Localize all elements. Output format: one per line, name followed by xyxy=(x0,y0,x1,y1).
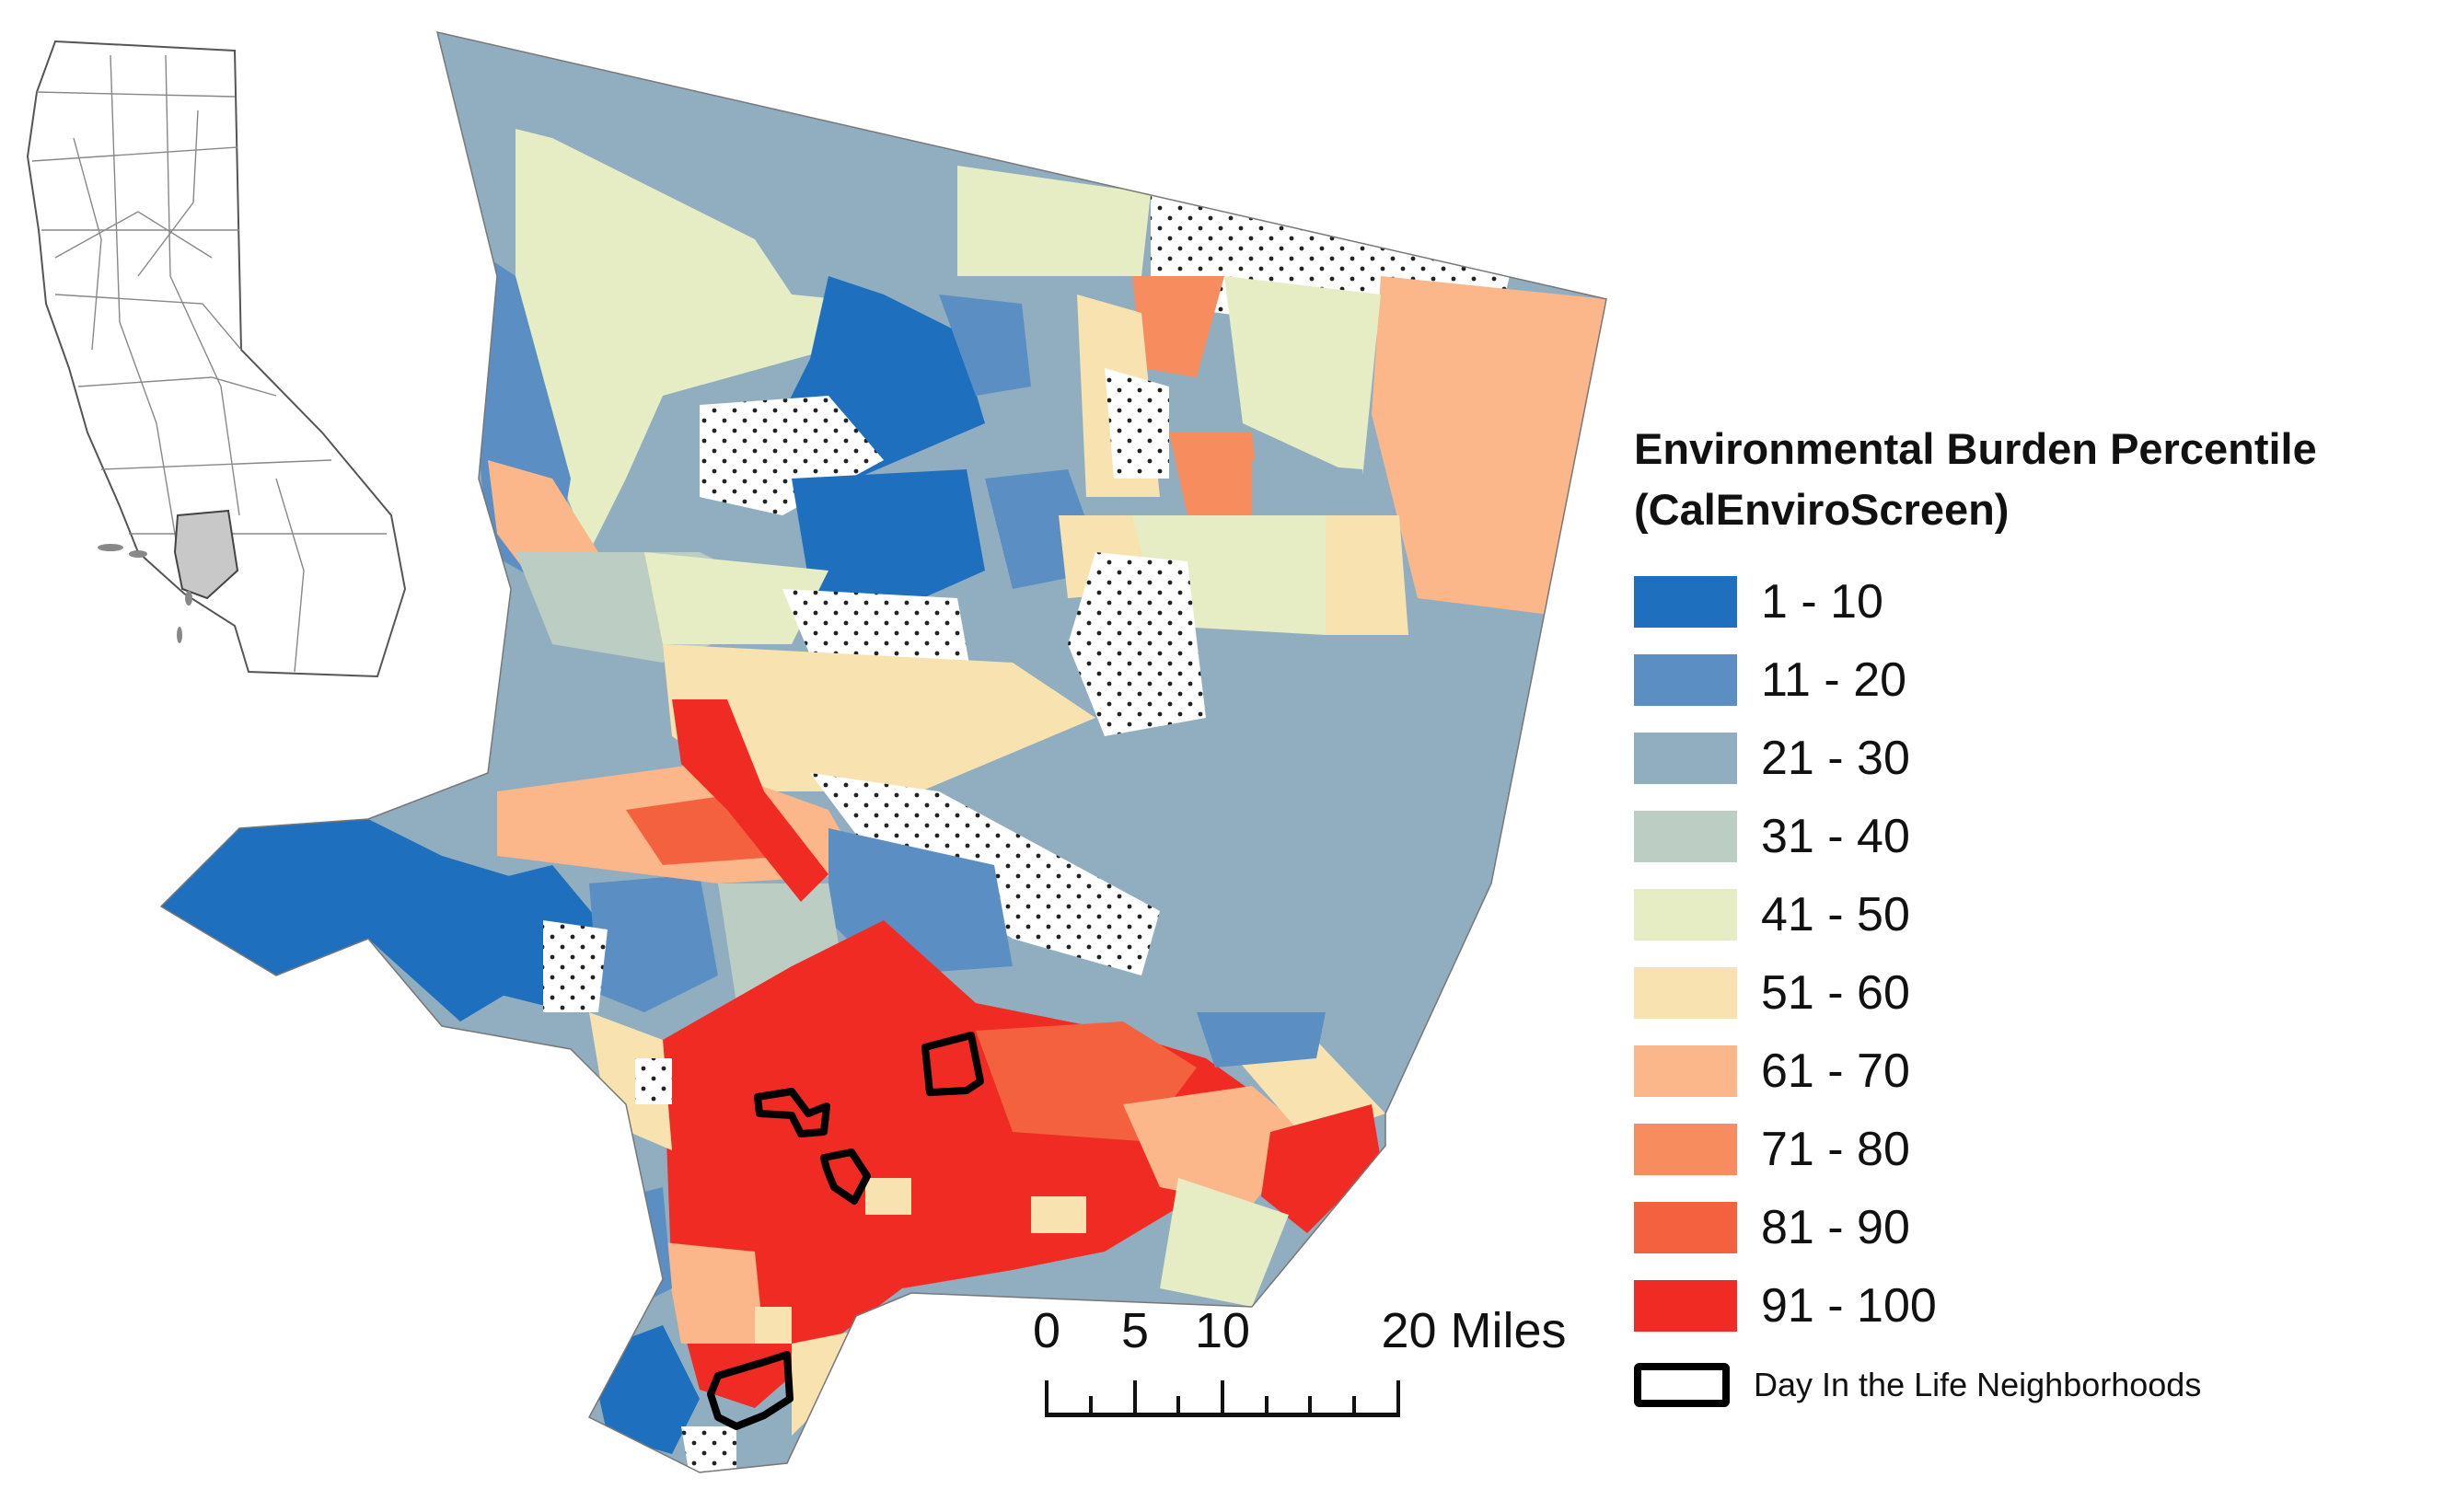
scale-tick xyxy=(1308,1396,1312,1417)
county-outline xyxy=(159,30,1607,1473)
legend-item-71-80: 71 - 80 xyxy=(1634,1110,2444,1188)
legend-item-11-20: 11 - 20 xyxy=(1634,641,2444,719)
legend-swatch xyxy=(1634,1201,1737,1253)
legend-item-61-70: 61 - 70 xyxy=(1634,1032,2444,1110)
neighborhood-1 xyxy=(921,1032,984,1096)
legend-swatch xyxy=(1634,810,1737,862)
legend-label: 61 - 70 xyxy=(1761,1044,1910,1098)
scale-label-10: 10 xyxy=(1194,1303,1251,1358)
legend-swatch xyxy=(1634,1279,1737,1332)
legend-label: 81 - 90 xyxy=(1761,1200,1910,1254)
legend-label: 1 - 10 xyxy=(1761,574,1883,629)
legend-item-51-60: 51 - 60 xyxy=(1634,953,2444,1032)
legend-label: 41 - 50 xyxy=(1761,887,1910,941)
scale-bar: 0 5 10 20 Miles xyxy=(1026,1302,1597,1440)
scale-label-5: 5 xyxy=(1120,1303,1150,1358)
scale-label-20-miles: 20 Miles xyxy=(1381,1303,1567,1358)
neighborhood-4 xyxy=(707,1351,794,1430)
neighborhood-2 xyxy=(754,1088,830,1137)
scale-tick xyxy=(1133,1380,1137,1417)
legend-item-neighborhoods: Day In the Life Neighborhoods xyxy=(1634,1348,2444,1422)
neighborhood-outline-swatch xyxy=(1634,1363,1730,1407)
scale-tick xyxy=(1221,1380,1224,1417)
legend-swatch xyxy=(1634,575,1737,628)
scale-tick xyxy=(1089,1396,1093,1417)
legend-swatch xyxy=(1634,653,1737,706)
legend-swatch xyxy=(1634,1045,1737,1097)
scale-tick xyxy=(1045,1380,1048,1417)
legend-items: 1 - 10 11 - 20 21 - 30 31 - 40 41 - 50 5… xyxy=(1634,562,2444,1345)
california-outline xyxy=(26,40,407,678)
county-lines xyxy=(31,54,387,673)
legend-item-1-10: 1 - 10 xyxy=(1634,562,2444,641)
day-in-the-life-neighborhoods xyxy=(707,1032,984,1430)
legend-swatch xyxy=(1634,966,1737,1019)
scale-tick xyxy=(1352,1396,1356,1417)
legend-neighborhoods-label: Day In the Life Neighborhoods xyxy=(1754,1366,2202,1403)
legend-item-81-90: 81 - 90 xyxy=(1634,1188,2444,1266)
legend-label: 91 - 100 xyxy=(1761,1278,1937,1333)
legend-label: 51 - 60 xyxy=(1761,965,1910,1020)
legend-item-31-40: 31 - 40 xyxy=(1634,797,2444,875)
legend-item-91-100: 91 - 100 xyxy=(1634,1266,2444,1345)
legend-label: 31 - 40 xyxy=(1761,809,1910,863)
legend-item-41-50: 41 - 50 xyxy=(1634,875,2444,953)
scale-tick xyxy=(1265,1396,1269,1417)
channel-islands xyxy=(98,544,192,643)
legend: Environmental Burden Percentile (CalEnvi… xyxy=(1634,419,2444,1422)
legend-label: 21 - 30 xyxy=(1761,731,1910,785)
county-map xyxy=(161,32,1606,1472)
legend-title-line1: Environmental Burden Percentile xyxy=(1634,424,2317,473)
neighborhood-3 xyxy=(820,1148,871,1205)
legend-label: 71 - 80 xyxy=(1761,1122,1910,1176)
scale-label-0: 0 xyxy=(1032,1303,1061,1358)
scale-tick xyxy=(1396,1380,1400,1417)
legend-swatch xyxy=(1634,1123,1737,1175)
california-inset xyxy=(26,40,407,678)
scale-tick xyxy=(1176,1396,1180,1417)
la-county-highlight xyxy=(173,509,239,600)
legend-label: 11 - 20 xyxy=(1761,652,1907,707)
legend-swatch xyxy=(1634,888,1737,941)
legend-item-21-30: 21 - 30 xyxy=(1634,719,2444,797)
legend-title-line2: (CalEnviroScreen) xyxy=(1634,485,2010,534)
legend-swatch xyxy=(1634,732,1737,784)
